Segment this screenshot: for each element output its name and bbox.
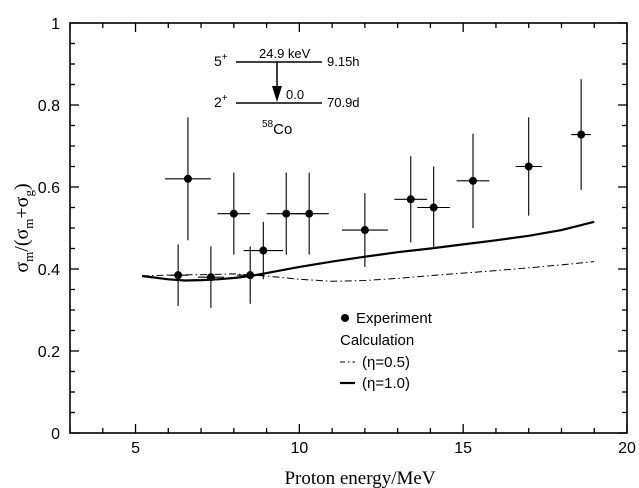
y-tick-label: 0	[51, 426, 60, 443]
legend-calculation-label: Calculation	[340, 332, 414, 349]
legend-eta05-label: (η=0.5)	[362, 354, 410, 371]
level-scheme-inset: 5+ 2+ 24.9 keV 9.15h 0.0 70.9d 58Co	[214, 46, 360, 138]
y-tick-label: 0.6	[38, 180, 60, 197]
calculation-curve-eta-1.0	[141, 220, 595, 282]
transition-arrow-head	[272, 86, 282, 102]
experiment-data-point	[165, 117, 211, 241]
experiment-marker	[524, 162, 533, 171]
y-axis-label: σm/(σm+σg)	[11, 183, 36, 272]
experiment-marker	[305, 209, 314, 218]
experiment-marker	[246, 271, 255, 280]
legend: Experiment Calculation (η=0.5) (η=1.0)	[340, 310, 433, 392]
experiment-data-point	[197, 246, 224, 308]
upper-level-halflife: 9.15h	[327, 54, 360, 69]
experiment-data-point	[515, 117, 542, 216]
experiment-data-point	[243, 221, 283, 280]
experiment-marker	[469, 176, 478, 185]
legend-eta10-label: (η=1.0)	[362, 375, 410, 392]
lower-level-halflife: 70.9d	[327, 95, 360, 110]
plot-frame	[69, 22, 628, 434]
nuclide-label: 58Co	[262, 119, 292, 138]
y-tick-label: 0.4	[38, 262, 60, 279]
experiment-marker	[206, 273, 215, 282]
experiment-data-point	[417, 166, 451, 249]
legend-experiment-marker	[341, 314, 349, 322]
x-axis-label: Proton energy/MeV	[284, 468, 435, 488]
x-tick-label: 10	[290, 440, 308, 457]
experiment-marker	[429, 203, 438, 212]
experiment-data-point	[237, 246, 264, 304]
experiment-marker	[282, 209, 291, 218]
axis-ticks	[69, 22, 628, 434]
experiment-data-point	[217, 172, 251, 255]
experiment-data-point	[571, 79, 591, 190]
experiment-data-point	[168, 244, 188, 306]
x-tick-label: 20	[618, 440, 636, 457]
calculation-curve-eta-0.5	[142, 261, 595, 282]
lower-level-energy: 0.0	[286, 87, 304, 102]
calculation-curves	[141, 220, 595, 282]
upper-level-spin: 5+	[214, 52, 228, 69]
experiment-marker	[174, 271, 183, 280]
experiment-marker	[577, 130, 586, 139]
experiment-data-point	[456, 133, 490, 228]
legend-experiment-label: Experiment	[356, 310, 433, 327]
x-tick-label: 15	[454, 440, 472, 457]
y-tick-label: 0.8	[38, 98, 60, 115]
y-tick-label: 1	[51, 16, 60, 33]
experiment-data-point	[289, 172, 329, 255]
lower-level-spin: 2+	[214, 93, 228, 110]
experiment-data-point	[341, 193, 388, 267]
axis-tick-labels: 5 10 15 20 0 0.2 0.4 0.6 0.8 1	[38, 16, 636, 457]
upper-level-energy: 24.9 keV	[259, 46, 311, 61]
experiment-data-point	[394, 156, 428, 243]
experiment-marker	[183, 174, 192, 183]
y-tick-label: 0.2	[38, 344, 60, 361]
experiment-points	[165, 79, 591, 308]
experiment-marker	[406, 195, 415, 204]
experiment-marker	[259, 246, 268, 255]
experiment-data-point	[266, 172, 306, 255]
experiment-marker	[229, 209, 238, 218]
experiment-marker	[360, 226, 369, 235]
x-tick-label: 5	[131, 440, 140, 457]
